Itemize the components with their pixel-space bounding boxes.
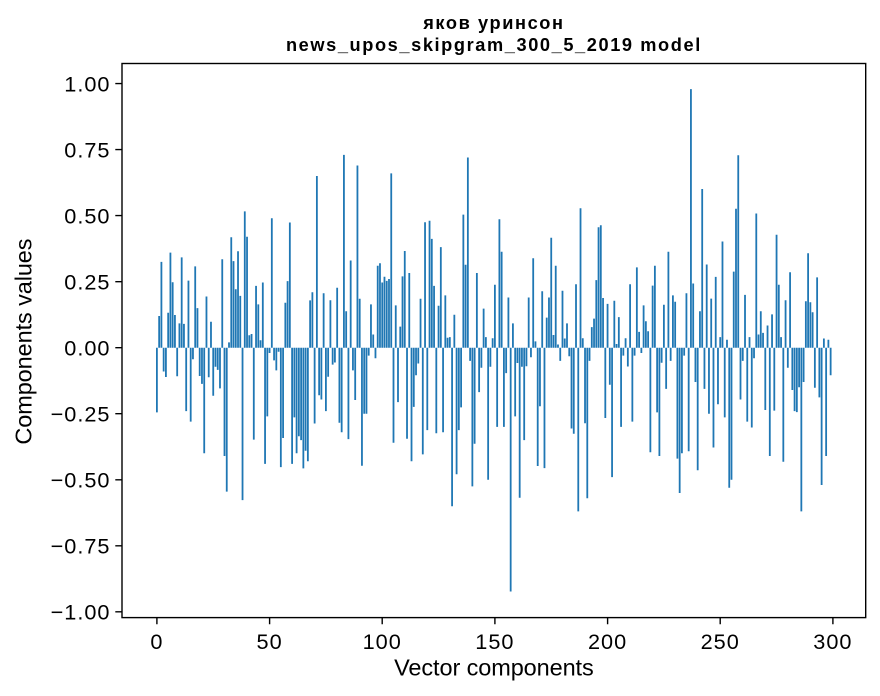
svg-text:Components values: Components values bbox=[11, 239, 37, 445]
svg-text:0.00: 0.00 bbox=[64, 336, 110, 361]
svg-text:−0.50: −0.50 bbox=[51, 468, 111, 493]
svg-text:−0.75: −0.75 bbox=[51, 534, 111, 559]
svg-text:200: 200 bbox=[588, 629, 627, 654]
svg-text:1.00: 1.00 bbox=[64, 72, 110, 97]
svg-text:−0.25: −0.25 bbox=[51, 402, 111, 427]
svg-text:−1.00: −1.00 bbox=[51, 600, 111, 625]
svg-text:news_upos_skipgram_300_5_2019: news_upos_skipgram_300_5_2019 model bbox=[286, 35, 702, 55]
svg-text:300: 300 bbox=[813, 629, 852, 654]
svg-text:0.75: 0.75 bbox=[64, 138, 110, 163]
svg-text:0: 0 bbox=[150, 629, 163, 654]
svg-text:Vector components: Vector components bbox=[394, 655, 593, 681]
svg-text:0.50: 0.50 bbox=[64, 204, 110, 229]
svg-text:50: 50 bbox=[257, 629, 283, 654]
svg-text:100: 100 bbox=[363, 629, 402, 654]
svg-text:250: 250 bbox=[701, 629, 740, 654]
svg-text:150: 150 bbox=[475, 629, 514, 654]
svg-text:яков уринсон: яков уринсон bbox=[422, 13, 564, 33]
svg-text:0.25: 0.25 bbox=[64, 270, 110, 295]
